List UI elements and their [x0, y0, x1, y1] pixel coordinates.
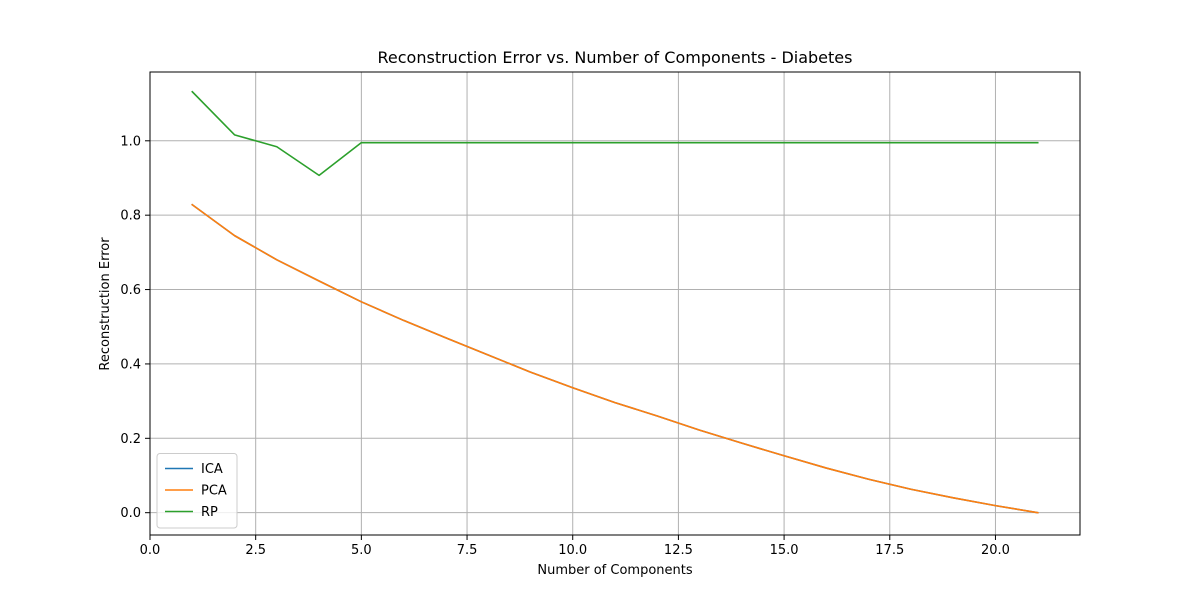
y-tick-label: 0.0	[120, 506, 141, 521]
chart-title: Reconstruction Error vs. Number of Compo…	[378, 48, 853, 67]
legend: ICA PCA RP	[156, 453, 238, 529]
series-line-rp	[191, 90, 1039, 177]
x-axis-ticks: 0.0 2.5 5.0 7.5 10.0 12.5 15.0 17.5 20.0	[140, 535, 1010, 558]
legend-label-rp: RP	[201, 505, 218, 520]
x-tick-label: 5.0	[351, 543, 372, 558]
x-tick-label: 17.5	[875, 543, 904, 558]
y-tick-label: 0.6	[120, 283, 141, 298]
grid	[149, 72, 1080, 535]
y-axis-label: Reconstruction Error	[98, 237, 113, 371]
x-axis-label: Number of Components	[537, 563, 692, 578]
y-tick-label: 0.4	[120, 357, 141, 372]
legend-label-ica: ICA	[201, 462, 223, 477]
y-tick-label: 0.8	[120, 209, 141, 224]
legend-box	[156, 453, 238, 529]
y-tick-label: 1.0	[120, 134, 141, 149]
x-tick-label: 12.5	[664, 543, 693, 558]
x-tick-label: 7.5	[457, 543, 478, 558]
x-tick-label: 0.0	[140, 543, 161, 558]
series-line-pca	[191, 203, 1039, 514]
x-tick-label: 10.0	[558, 543, 587, 558]
legend-label-pca: PCA	[201, 484, 227, 499]
x-tick-label: 2.5	[245, 543, 266, 558]
plot-frame	[149, 71, 1081, 536]
y-axis-ticks: 0.0 0.2 0.4 0.6 0.8 1.0	[120, 134, 150, 521]
x-tick-label: 15.0	[770, 543, 799, 558]
series-lines	[191, 90, 1039, 514]
y-tick-label: 0.2	[120, 432, 141, 447]
x-tick-label: 20.0	[981, 543, 1010, 558]
plot-area	[150, 72, 1080, 535]
